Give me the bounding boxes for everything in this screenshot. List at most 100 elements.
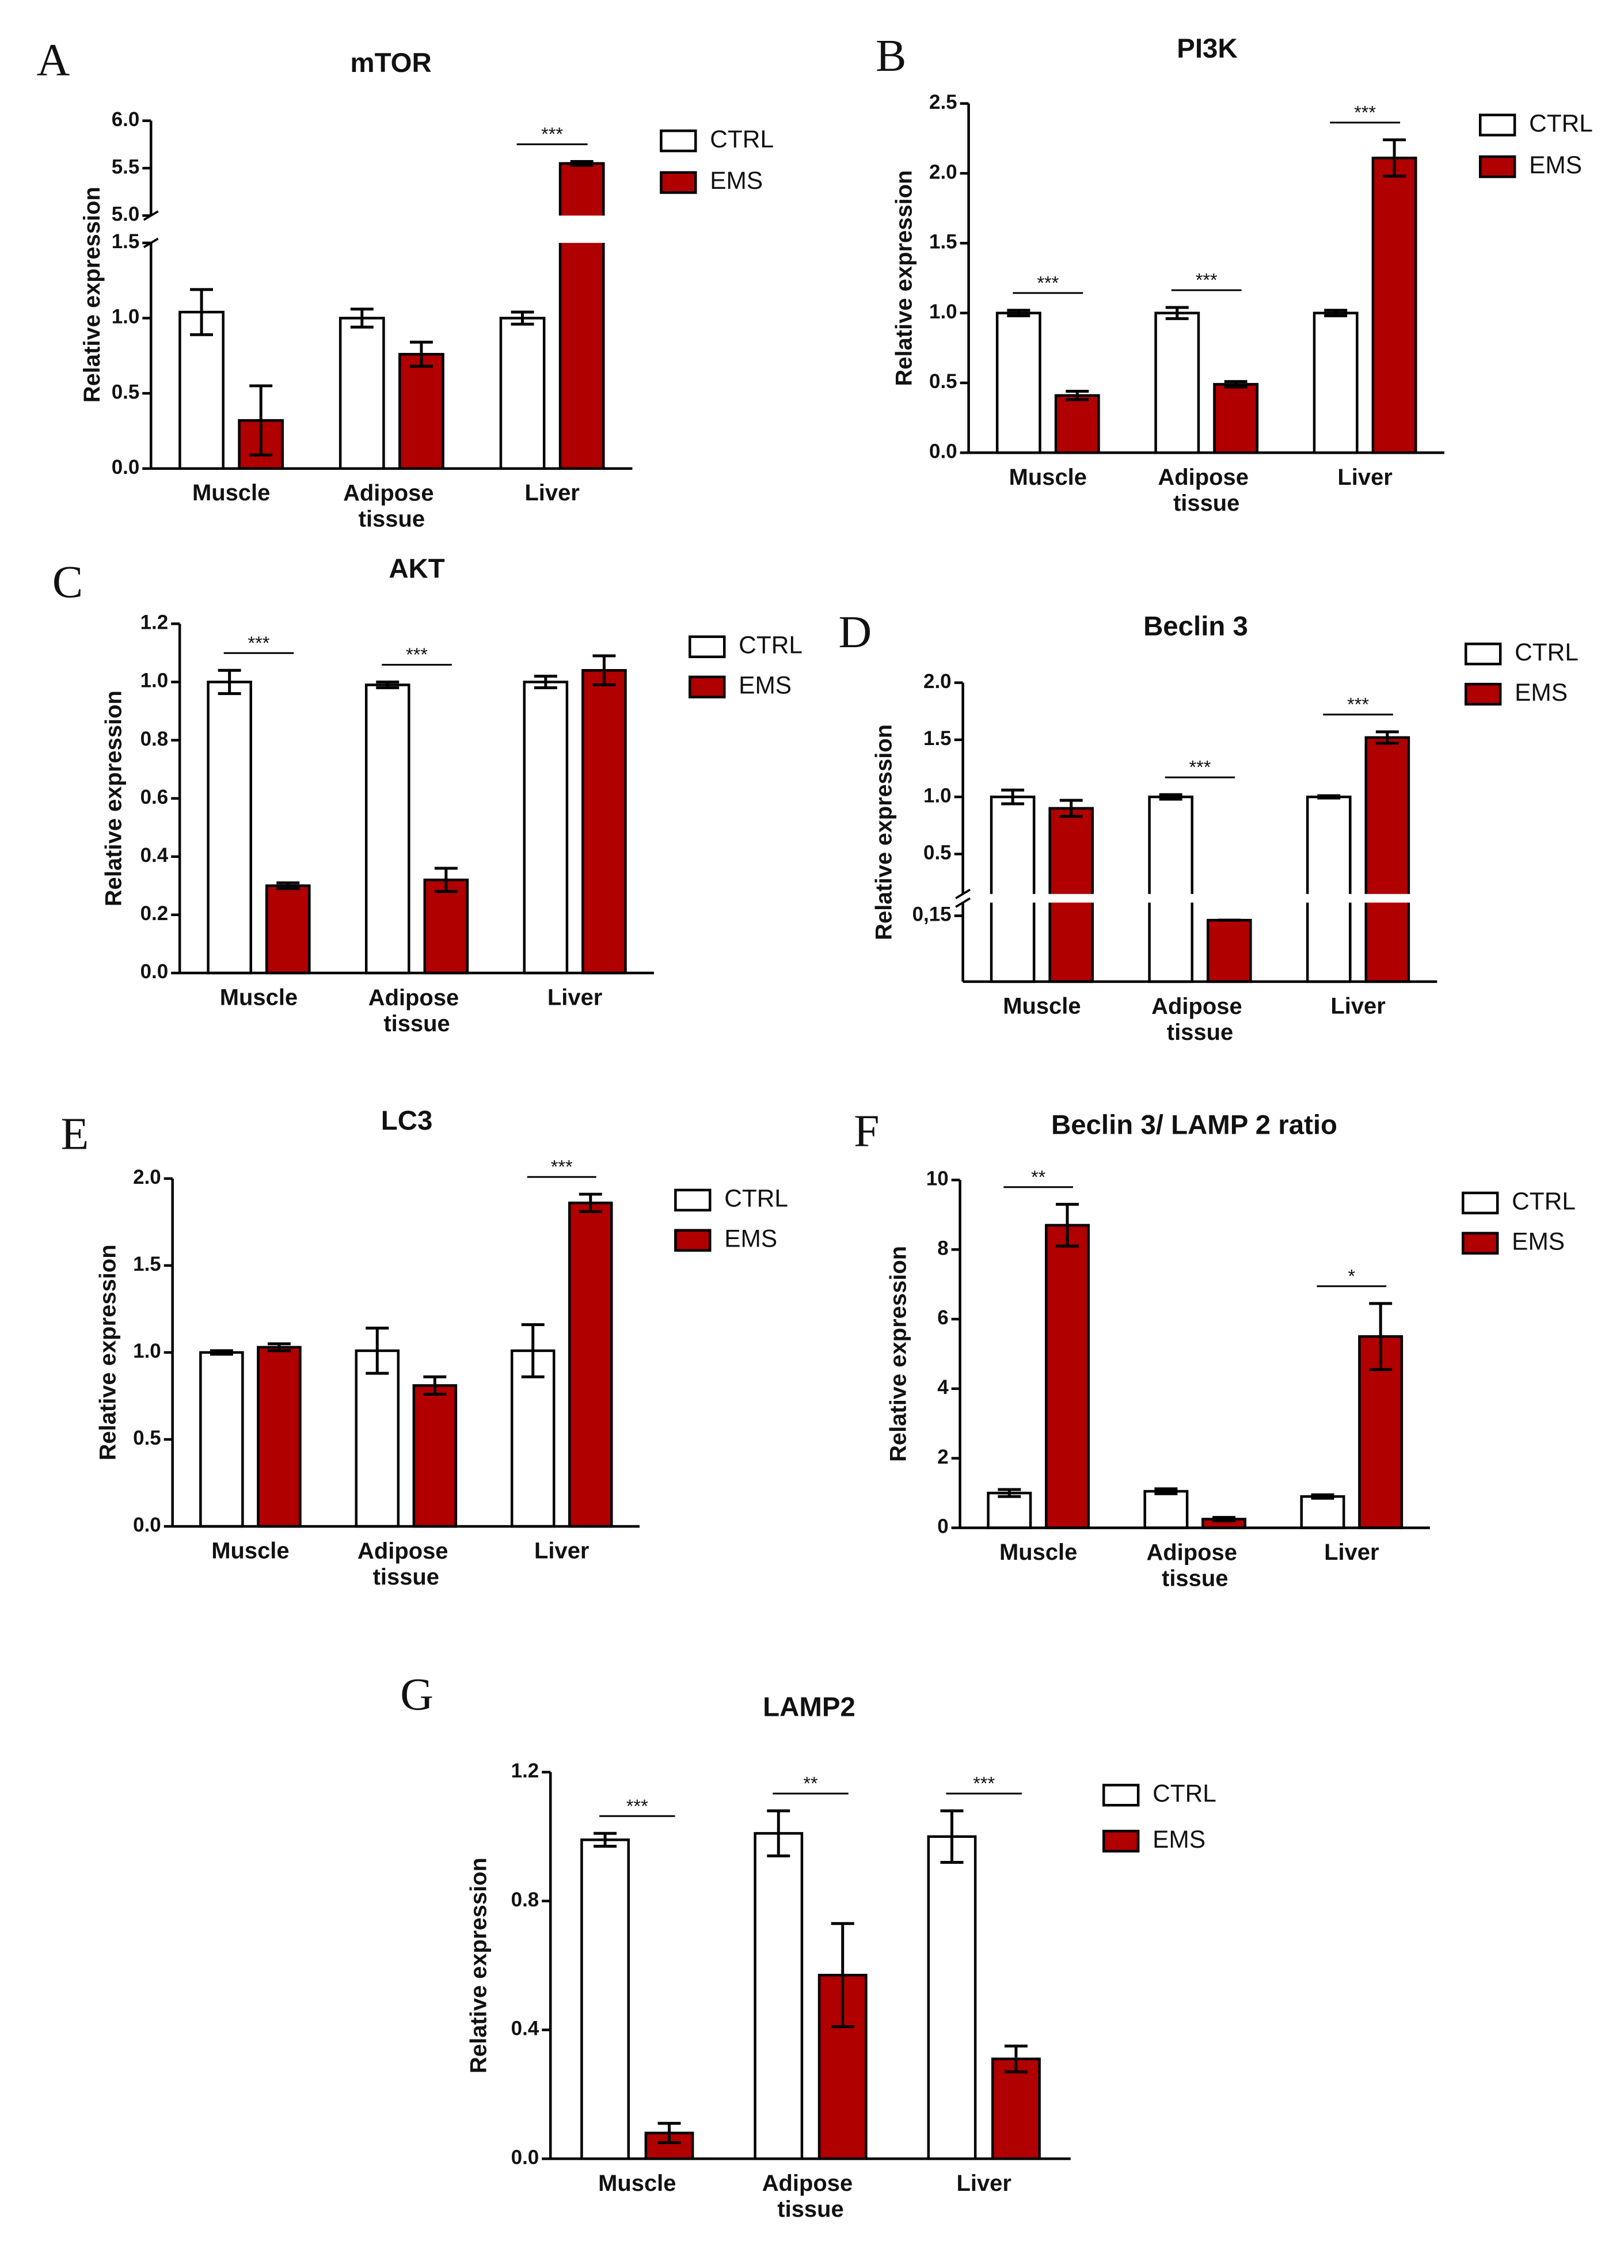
y-tick-label: 0.6	[140, 786, 169, 808]
axis-break	[152, 215, 634, 243]
error-bar	[1165, 306, 1189, 320]
significance-label: ***	[1189, 757, 1211, 778]
x-tick-label: Muscle	[598, 2171, 676, 2196]
y-tick-label: 1.2	[140, 611, 169, 634]
legend-label: EMS	[1529, 151, 1582, 178]
legend-label: CTRL	[1529, 109, 1593, 136]
bar	[1143, 1490, 1189, 1529]
bar	[355, 1349, 400, 1528]
chart-title: LAMP2	[763, 1692, 855, 1723]
bar	[364, 683, 410, 975]
legend-swatch	[1465, 643, 1502, 666]
error-bar	[767, 1809, 790, 1857]
significance-label: ***	[406, 644, 428, 665]
bar	[1213, 383, 1259, 454]
error-bar	[1311, 1493, 1334, 1500]
error-bar	[218, 668, 241, 696]
bar	[499, 317, 546, 470]
error-bar	[366, 1327, 389, 1375]
legend-swatch	[660, 129, 697, 153]
significance-label: ***	[1347, 694, 1369, 715]
x-tick-label: Adipose tissue	[368, 985, 466, 1036]
legend-label: EMS	[1512, 1228, 1565, 1255]
legend-label: EMS	[739, 671, 792, 698]
legend-swatch	[674, 1188, 712, 1212]
legend-label: EMS	[1153, 1826, 1205, 1853]
legend-swatch	[689, 675, 726, 698]
significance-label: ***	[626, 1796, 648, 1817]
error-bar	[1375, 730, 1399, 745]
x-tick-label-line: tissue	[1173, 491, 1239, 516]
error-bar	[521, 1323, 545, 1378]
x-tick-label: Adipose tissue	[1151, 993, 1249, 1044]
x-tick-label-line: tissue	[383, 1010, 450, 1036]
error-bar	[249, 384, 273, 457]
panel-letter: G	[400, 1669, 433, 1720]
y-tick-label: 5.5	[112, 155, 140, 178]
x-tick-label-line: tissue	[1162, 1566, 1228, 1591]
y-axis-label: Relative expression	[871, 724, 896, 940]
panel-letter: E	[61, 1108, 89, 1159]
y-tick-label: 6.0	[112, 108, 140, 131]
x-tick-label-line: Adipose	[762, 2171, 859, 2196]
x-tick-label-line: tissue	[777, 2197, 843, 2222]
x-tick-label: Adipose tissue	[343, 480, 440, 531]
bar	[754, 1832, 804, 2160]
significance-label: ***	[1354, 102, 1376, 123]
significance-label: *	[1348, 1266, 1356, 1286]
x-tick-label: Muscle	[192, 480, 270, 506]
x-tick-label: Muscle	[1009, 465, 1087, 490]
bar	[995, 311, 1041, 454]
error-bar	[998, 1488, 1021, 1498]
y-tick-label: 0.5	[923, 841, 952, 864]
legend-swatch	[1462, 1232, 1499, 1255]
y-tick-label: 0.5	[929, 370, 957, 393]
error-bar	[1004, 2044, 1028, 2073]
y-axis-label: Relative expression	[79, 187, 105, 402]
x-tick-label-line: tissue	[373, 1564, 439, 1589]
chart-title: LC3	[381, 1105, 433, 1136]
y-tick-label: 2	[937, 1446, 948, 1468]
error-bar	[1001, 788, 1025, 806]
bar	[1306, 795, 1352, 983]
bar	[1045, 1224, 1090, 1529]
error-bar	[1159, 793, 1182, 801]
y-tick-label: 1.0	[923, 784, 952, 807]
x-tick-label: Liver	[534, 1538, 589, 1563]
error-bar	[831, 1922, 854, 2028]
bar	[1313, 311, 1359, 454]
x-tick-label-line: tissue	[359, 506, 425, 531]
x-tick-label: Liver	[1330, 993, 1385, 1019]
legend-label: CTRL	[1512, 1188, 1576, 1215]
panel-letter: D	[839, 607, 872, 658]
y-tick-label: 0.0	[133, 1514, 161, 1536]
y-tick-label: 0.0	[112, 456, 140, 478]
x-tick-label-line: Adipose	[1146, 1540, 1243, 1565]
x-tick-label-line: Adipose	[1158, 465, 1255, 490]
y-tick-label: 0.0	[511, 2147, 539, 2169]
legend-swatch	[1478, 113, 1516, 136]
y-tick-label: 0,15	[912, 903, 952, 926]
x-tick-label: Liver	[1324, 1540, 1379, 1565]
error-bar	[267, 1342, 291, 1353]
significance-label: **	[803, 1773, 818, 1794]
x-tick-label: Muscle	[211, 1538, 289, 1563]
bar	[1154, 311, 1200, 454]
axis-break	[964, 894, 1439, 903]
significance-label: **	[1031, 1167, 1046, 1187]
bar	[412, 1384, 458, 1528]
error-bar	[1059, 799, 1083, 818]
y-tick-label: 2.0	[133, 1166, 161, 1188]
y-tick-label: 1.0	[929, 301, 957, 323]
error-bar	[534, 674, 557, 690]
error-bar	[1324, 309, 1348, 318]
error-bar	[376, 680, 400, 690]
x-tick-label-line: Adipose	[343, 480, 440, 506]
y-tick-label: 1.5	[923, 727, 952, 750]
y-tick-label: 0.0	[929, 440, 957, 463]
x-tick-label: Muscle	[1003, 993, 1081, 1019]
bar	[265, 884, 311, 975]
bar	[568, 1201, 613, 1528]
bar	[257, 1346, 302, 1528]
y-tick-label: 10	[926, 1168, 949, 1190]
